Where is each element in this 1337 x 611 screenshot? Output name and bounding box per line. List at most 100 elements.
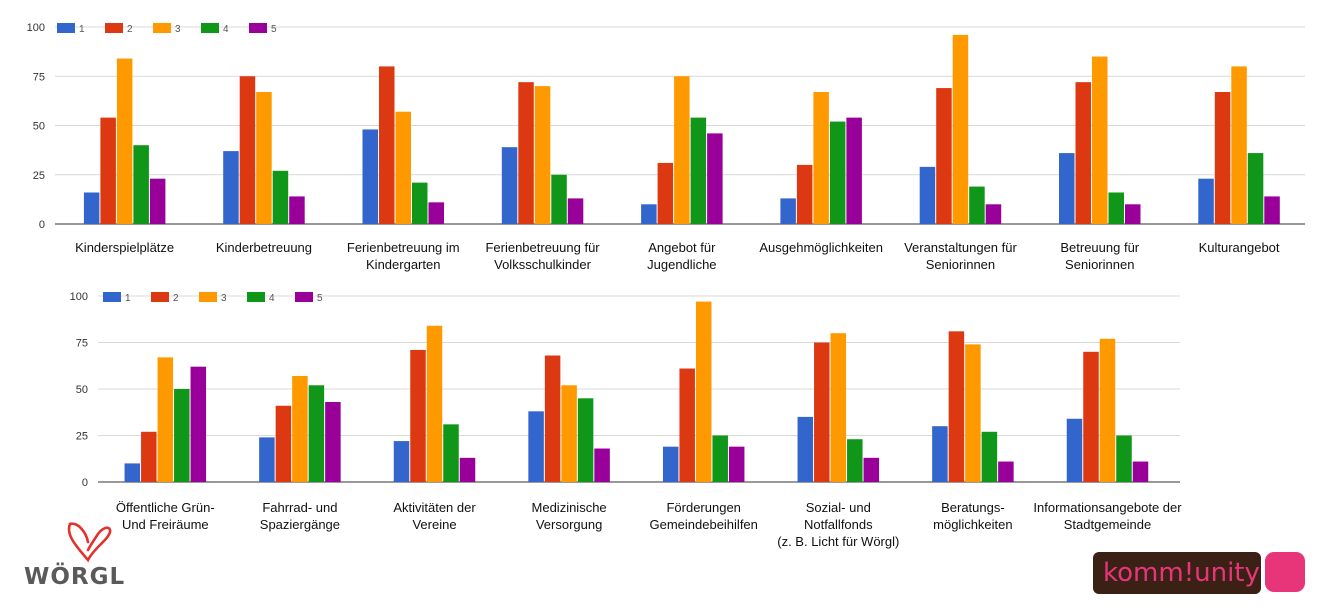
y-tick-label: 0 [82, 477, 88, 489]
kommunity-pink-square [1265, 552, 1305, 592]
bar-series-3 [116, 58, 133, 224]
bar-series-4 [690, 117, 707, 224]
bar-series-4 [1116, 435, 1132, 482]
legend-swatch-5 [295, 292, 313, 302]
bar-series-1 [124, 463, 141, 482]
bar-series-3 [830, 333, 847, 482]
category-label-line: (z. B. Licht für Wörgl) [777, 534, 899, 549]
bar-series-2 [814, 342, 830, 482]
bar-series-5 [846, 117, 862, 224]
bar-series-1 [83, 192, 100, 224]
bar-series-2 [1083, 351, 1099, 482]
worgl-logo: WÖRGL [20, 520, 140, 590]
bar-series-5 [1125, 204, 1141, 224]
category-label: Angebot für Jugendliche [647, 240, 716, 272]
legend-swatch-3 [153, 23, 171, 33]
worgl-wordmark: WÖRGL [24, 564, 126, 590]
bar-series-5 [428, 202, 444, 224]
bar-series-1 [393, 441, 410, 482]
legend-swatch-3 [199, 292, 217, 302]
bar-series-3 [813, 92, 829, 224]
category-label-line: möglichkeiten [933, 517, 1013, 532]
bar-series-4 [829, 121, 846, 224]
bar-series-2 [410, 349, 426, 482]
category-label-line: Sozial- und [806, 500, 871, 515]
bar-series-2 [544, 355, 561, 482]
legend-swatch-5 [249, 23, 267, 33]
bar-series-2 [518, 82, 534, 224]
category-label: Aktivitäten der Vereine [393, 500, 476, 532]
bar-series-3 [292, 375, 308, 482]
category-label: Kinderspielplätze [75, 240, 174, 255]
category-label: Ausgehmöglichkeiten [759, 240, 883, 255]
category-label: Informationsangebote der Stadtgemeinde [1033, 500, 1182, 532]
category-label-line: Betreuung für [1060, 240, 1139, 255]
category-label-line: Versorgung [536, 517, 603, 532]
bar-series-5 [863, 457, 880, 482]
kommunity-logo: komm!unity [1093, 552, 1323, 594]
bar-series-2 [239, 76, 256, 224]
bar-series-1 [501, 147, 518, 224]
bar-series-2 [796, 164, 813, 224]
category-label: Ferienbetreuung für Volksschulkinder [485, 240, 600, 272]
kommunity-logo-box: komm!unity [1093, 552, 1261, 594]
y-tick-label: 50 [76, 384, 88, 396]
category-label: Betreuung für Seniorinnen [1060, 240, 1139, 272]
y-tick-label: 100 [70, 291, 88, 303]
category-label-line: Volksschulkinder [494, 257, 591, 272]
category-label-line: Notfallfonds [804, 517, 873, 532]
legend-label-3: 3 [221, 293, 227, 304]
y-tick-label: 50 [33, 121, 45, 133]
bar-series-1 [780, 198, 796, 224]
bar-series-4 [174, 389, 190, 482]
bar-series-3 [1092, 56, 1108, 224]
bar-series-1 [1198, 178, 1214, 224]
y-tick-label: 25 [33, 170, 45, 182]
bar-series-2 [657, 162, 674, 224]
category-label-line: Jugendliche [647, 257, 716, 272]
chart-top: 0 25 50 75 100 1 2 3 4 5 Kinderspielplätze Kinderbe… [27, 22, 1305, 272]
category-label-line: Kinderspielplätze [75, 240, 174, 255]
bar-series-5 [1264, 196, 1280, 224]
legend-label-2: 2 [127, 24, 133, 35]
category-label-line: Kinderbetreuung [216, 240, 312, 255]
y-tick-label: 75 [76, 338, 88, 350]
bar-series-3 [157, 357, 174, 482]
bar-series-3 [1099, 338, 1116, 482]
category-label: Medizinische Versorgung [532, 500, 607, 532]
legend-swatch-1 [103, 292, 121, 302]
bar-series-3 [256, 92, 272, 224]
category-label: Kinderbetreuung [216, 240, 312, 255]
legend-label-4: 4 [269, 293, 275, 304]
legend-swatch-4 [247, 292, 265, 302]
bar-series-4 [308, 385, 325, 482]
bar-series-2 [1075, 82, 1091, 224]
bar-series-1 [932, 426, 948, 482]
legend-swatch-2 [105, 23, 123, 33]
legend-label-1: 1 [125, 293, 131, 304]
bar-series-4 [443, 424, 459, 482]
category-label: Kulturangebot [1199, 240, 1280, 255]
bar-series-2 [141, 431, 157, 482]
bar-series-4 [133, 145, 149, 224]
category-label: Beratungs-möglichkeiten [933, 500, 1013, 532]
legend-swatch-4 [201, 23, 219, 33]
bar-series-4 [1108, 192, 1124, 224]
bar-series-3 [952, 34, 969, 224]
bar-series-4 [847, 439, 863, 482]
bar-series-1 [362, 129, 378, 224]
category-label-line: Spaziergänge [260, 517, 340, 532]
worgl-heart-icon [67, 522, 112, 563]
bar-series-5 [325, 402, 341, 482]
bar-series-4 [577, 398, 594, 482]
kommunity-wordmark: komm!unity [1103, 558, 1260, 588]
bar-series-1 [1059, 153, 1075, 224]
bar-series-3 [695, 301, 712, 482]
legend-label-4: 4 [223, 24, 229, 35]
bar-series-3 [426, 325, 443, 482]
bar-series-3 [561, 385, 577, 482]
bar-series-1 [797, 416, 814, 482]
legend-label-5: 5 [271, 24, 277, 35]
category-label: Öffentliche Grün- Und Freiräume [116, 500, 215, 532]
legend-label-5: 5 [317, 293, 323, 304]
